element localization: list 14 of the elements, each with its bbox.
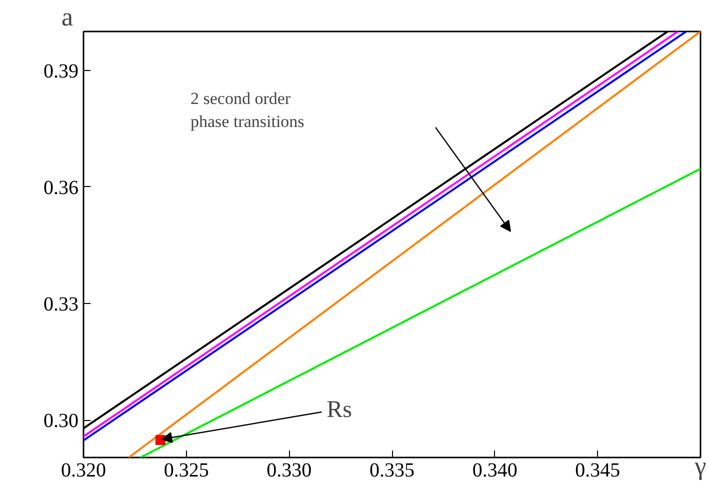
y-tick-label: 0.33: [44, 294, 78, 316]
x-tick-label: 0.325: [164, 460, 209, 482]
y-tick-label: 0.30: [44, 410, 78, 432]
y-tick-label: 0.36: [44, 176, 78, 199]
y-axis-title: a: [62, 2, 74, 32]
y-tick-label: 0.39: [44, 60, 78, 82]
annotation: Rs: [326, 396, 352, 423]
x-tick-label: 0.330: [266, 460, 312, 482]
x-axis-title: γ: [694, 452, 706, 480]
annotation: 2 second order phase transitions: [190, 89, 304, 131]
x-tick-label: 0.335: [370, 460, 414, 482]
x-tick-label: 0.345: [575, 460, 620, 482]
x-tick-label: 0.340: [472, 460, 518, 482]
x-tick-label: 0.320: [61, 460, 106, 482]
